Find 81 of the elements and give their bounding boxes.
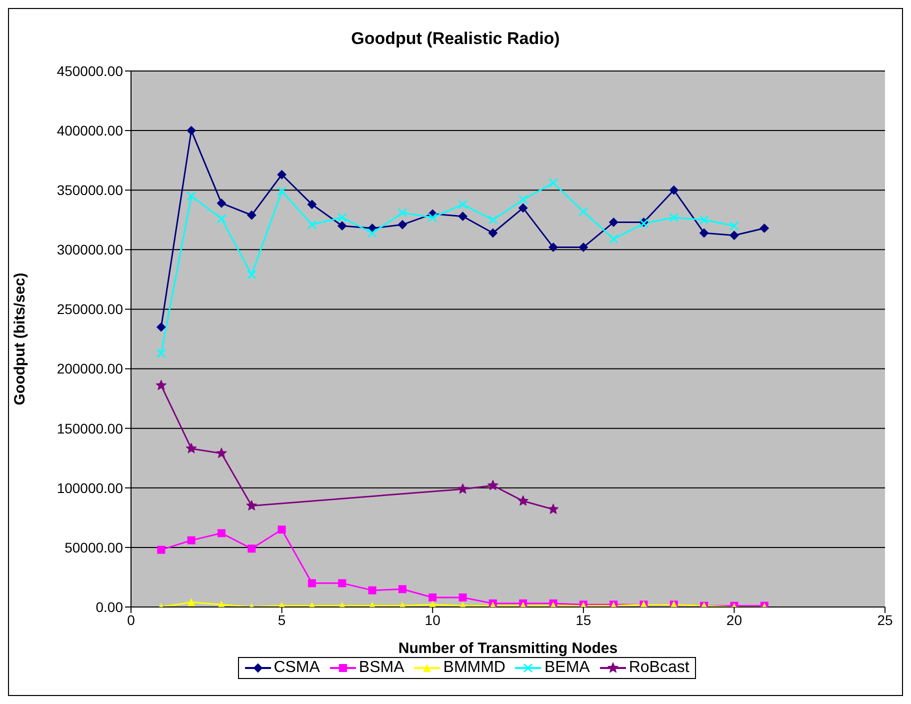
point <box>700 228 709 238</box>
legend-label: CSMA <box>274 659 320 677</box>
point <box>187 536 196 544</box>
x-tick-label: 15 <box>576 612 592 628</box>
point <box>729 221 739 231</box>
point <box>578 242 588 252</box>
x-tick-label: 0 <box>127 612 136 628</box>
y-tick-label: 450000.00 <box>56 62 124 79</box>
y-tick-label: 0.00 <box>96 598 124 615</box>
point <box>548 242 558 252</box>
x-axis-title: Number of Transmitting Nodes <box>398 640 618 657</box>
point <box>277 186 287 196</box>
point <box>518 203 528 212</box>
x-tick-label: 20 <box>726 612 742 628</box>
y-tick-label: 50000.00 <box>64 539 124 556</box>
point <box>156 348 166 358</box>
point <box>458 212 468 221</box>
point <box>518 495 529 506</box>
y-tick-label: 400000.00 <box>56 122 124 139</box>
point <box>609 218 618 227</box>
point <box>518 194 528 204</box>
point <box>760 224 769 233</box>
y-tick-label: 300000.00 <box>56 242 124 258</box>
point <box>246 500 258 510</box>
point <box>457 483 468 494</box>
point <box>428 212 438 222</box>
point <box>186 126 196 136</box>
y-tick-label: 150000.00 <box>56 420 124 436</box>
point <box>398 208 408 218</box>
point <box>248 544 256 553</box>
point <box>308 579 316 588</box>
y-tick-label: 250000.00 <box>56 301 124 318</box>
point <box>186 191 196 201</box>
point <box>488 228 498 238</box>
x-tick-label: 25 <box>877 612 893 628</box>
point <box>548 504 559 514</box>
point <box>217 529 226 538</box>
y-tick-label: 100000.00 <box>56 480 124 496</box>
point <box>187 598 196 606</box>
point <box>548 178 558 188</box>
y-tick-label: 200000.00 <box>56 360 124 377</box>
point <box>368 228 378 238</box>
point <box>247 210 256 220</box>
point <box>156 380 167 390</box>
legend-label: BSMA <box>358 659 404 677</box>
point <box>307 220 317 230</box>
point <box>488 215 498 225</box>
point <box>398 585 406 594</box>
point <box>307 200 316 209</box>
point <box>157 546 166 554</box>
point <box>156 322 166 332</box>
point <box>216 214 226 224</box>
point <box>246 270 256 280</box>
point <box>699 215 709 225</box>
point <box>398 220 407 230</box>
y-axis-title: Goodput (bits/sec) <box>11 272 28 406</box>
point <box>458 200 468 210</box>
point <box>277 170 286 180</box>
legend-label: BMMMD <box>443 659 506 677</box>
point <box>337 212 347 222</box>
point <box>578 206 588 216</box>
point <box>730 230 739 240</box>
point <box>608 234 618 244</box>
point <box>458 593 467 602</box>
point <box>338 221 347 230</box>
chart-title: Goodput (Realistic Radio) <box>350 29 561 50</box>
y-tick-label: 350000.00 <box>56 182 124 198</box>
point <box>278 526 286 534</box>
x-tick-label: 5 <box>278 612 286 628</box>
point <box>186 442 197 454</box>
point <box>368 586 376 594</box>
point <box>487 480 498 490</box>
point <box>669 186 678 195</box>
legend-label: BEMA <box>544 659 590 677</box>
point <box>338 579 346 588</box>
point <box>216 448 227 458</box>
point <box>216 198 226 208</box>
legend-label: RoBcast <box>628 659 690 677</box>
point <box>669 212 679 222</box>
point <box>428 593 437 602</box>
x-tick-label: 10 <box>424 612 441 628</box>
